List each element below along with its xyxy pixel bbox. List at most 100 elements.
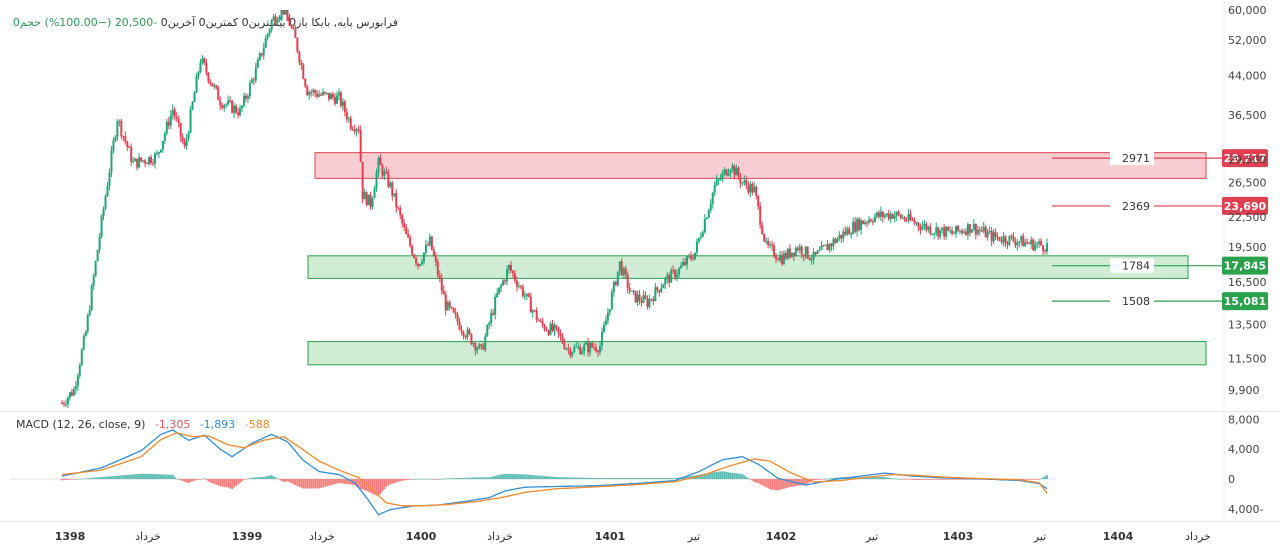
- macd-histogram-bar: [850, 477, 853, 480]
- macd-histogram-bar: [460, 477, 463, 480]
- candle-body: [1010, 235, 1013, 237]
- macd-histogram-bar: [229, 479, 232, 489]
- macd-histogram-bar: [205, 479, 208, 480]
- macd-histogram-bar: [189, 479, 192, 483]
- macd-histogram-bar: [581, 477, 584, 480]
- candle-body: [460, 329, 463, 332]
- macd-histogram-bar: [824, 478, 827, 480]
- candle-body: [296, 37, 299, 52]
- macd-histogram-bar: [371, 479, 374, 494]
- candle-body: [767, 240, 770, 246]
- macd-histogram-bar: [670, 478, 673, 480]
- candle-body: [773, 245, 776, 257]
- candle-body: [395, 193, 398, 208]
- candle-body: [102, 208, 105, 216]
- candle-body: [818, 249, 821, 251]
- candle-body: [389, 182, 392, 187]
- macd-histogram-bar: [775, 479, 777, 491]
- macd-legend-hist: -588: [244, 418, 270, 431]
- candle-body: [369, 194, 372, 207]
- candle-body: [990, 230, 993, 242]
- candle-body: [589, 342, 592, 353]
- candle-body: [197, 71, 200, 77]
- candle-body: [191, 102, 194, 110]
- candle-body: [337, 92, 340, 96]
- candle-body: [761, 224, 764, 235]
- macd-histogram-bar: [887, 477, 890, 480]
- macd-histogram-bar: [470, 477, 473, 480]
- macd-histogram-bar: [753, 479, 756, 483]
- support-zone: [307, 255, 1189, 279]
- support-zone: [307, 341, 1207, 366]
- candle-body: [725, 169, 728, 176]
- candle-body: [1008, 235, 1011, 245]
- candle-body: [488, 323, 491, 325]
- macd-histogram-bar: [144, 473, 146, 480]
- candle-body: [434, 255, 437, 262]
- candle-body: [464, 336, 467, 338]
- candle-body: [474, 343, 477, 351]
- macd-tick-label: 8,000: [1228, 413, 1260, 426]
- candle-body: [543, 324, 546, 330]
- candle-body: [1002, 236, 1005, 243]
- macd-histogram-bar: [634, 478, 637, 480]
- macd-histogram-bar: [585, 477, 588, 480]
- macd-histogram-bar: [389, 479, 392, 485]
- candle-body: [883, 215, 886, 218]
- candle-body: [444, 294, 447, 311]
- macd-histogram-bar: [626, 478, 629, 480]
- macd-histogram-bar: [179, 479, 182, 481]
- candle-body: [513, 273, 516, 281]
- macd-histogram-bar: [304, 479, 307, 489]
- macd-histogram-bar: [638, 478, 641, 480]
- candle-body: [686, 256, 689, 265]
- candle-body: [598, 346, 601, 353]
- candle-body: [215, 85, 218, 88]
- macd-histogram-bar: [290, 479, 293, 484]
- macd-histogram-bar: [193, 479, 196, 481]
- macd-histogram-bar: [203, 478, 206, 480]
- macd-histogram-bar: [822, 479, 825, 480]
- candle-body: [219, 100, 222, 106]
- macd-histogram-bar: [879, 476, 882, 480]
- macd-histogram-bar: [272, 476, 275, 480]
- macd-histogram-bar: [110, 476, 113, 480]
- macd-histogram-bar: [387, 479, 390, 486]
- candle-body: [1000, 240, 1003, 243]
- candle-body: [784, 253, 787, 259]
- macd-histogram-bar: [735, 473, 738, 480]
- macd-histogram-bar: [711, 472, 714, 480]
- macd-histogram-bar: [381, 479, 384, 492]
- candle-body: [322, 91, 325, 95]
- candle-body: [490, 312, 493, 324]
- candle-body: [381, 165, 384, 176]
- candle-body: [335, 95, 338, 104]
- macd-histogram-bar: [713, 472, 716, 480]
- candle-body: [743, 180, 746, 183]
- macd-histogram-bar: [798, 479, 801, 486]
- candle-body: [903, 217, 906, 221]
- macd-histogram-bar: [61, 479, 63, 481]
- candle-body: [962, 231, 965, 233]
- candle-body: [440, 278, 443, 291]
- time-tick-label: خرداد: [1185, 530, 1211, 543]
- candle-body: [771, 244, 774, 246]
- macd-histogram-bar: [660, 478, 663, 480]
- candle-body: [612, 281, 615, 292]
- candle-body: [804, 246, 807, 257]
- candle-body: [820, 245, 823, 250]
- candle-body: [828, 243, 831, 251]
- candle-body: [788, 248, 791, 257]
- candle-body: [450, 307, 453, 309]
- candle-body: [256, 59, 259, 68]
- macd-histogram-bar: [294, 479, 297, 486]
- macd-histogram-bar: [100, 477, 103, 480]
- macd-histogram-bar: [755, 479, 758, 483]
- macd-histogram-bar: [747, 478, 750, 480]
- macd-histogram-bar: [703, 473, 706, 480]
- candle-body: [159, 149, 162, 153]
- candle-body: [778, 255, 781, 261]
- candle-body: [658, 290, 661, 293]
- candle-body: [426, 244, 429, 246]
